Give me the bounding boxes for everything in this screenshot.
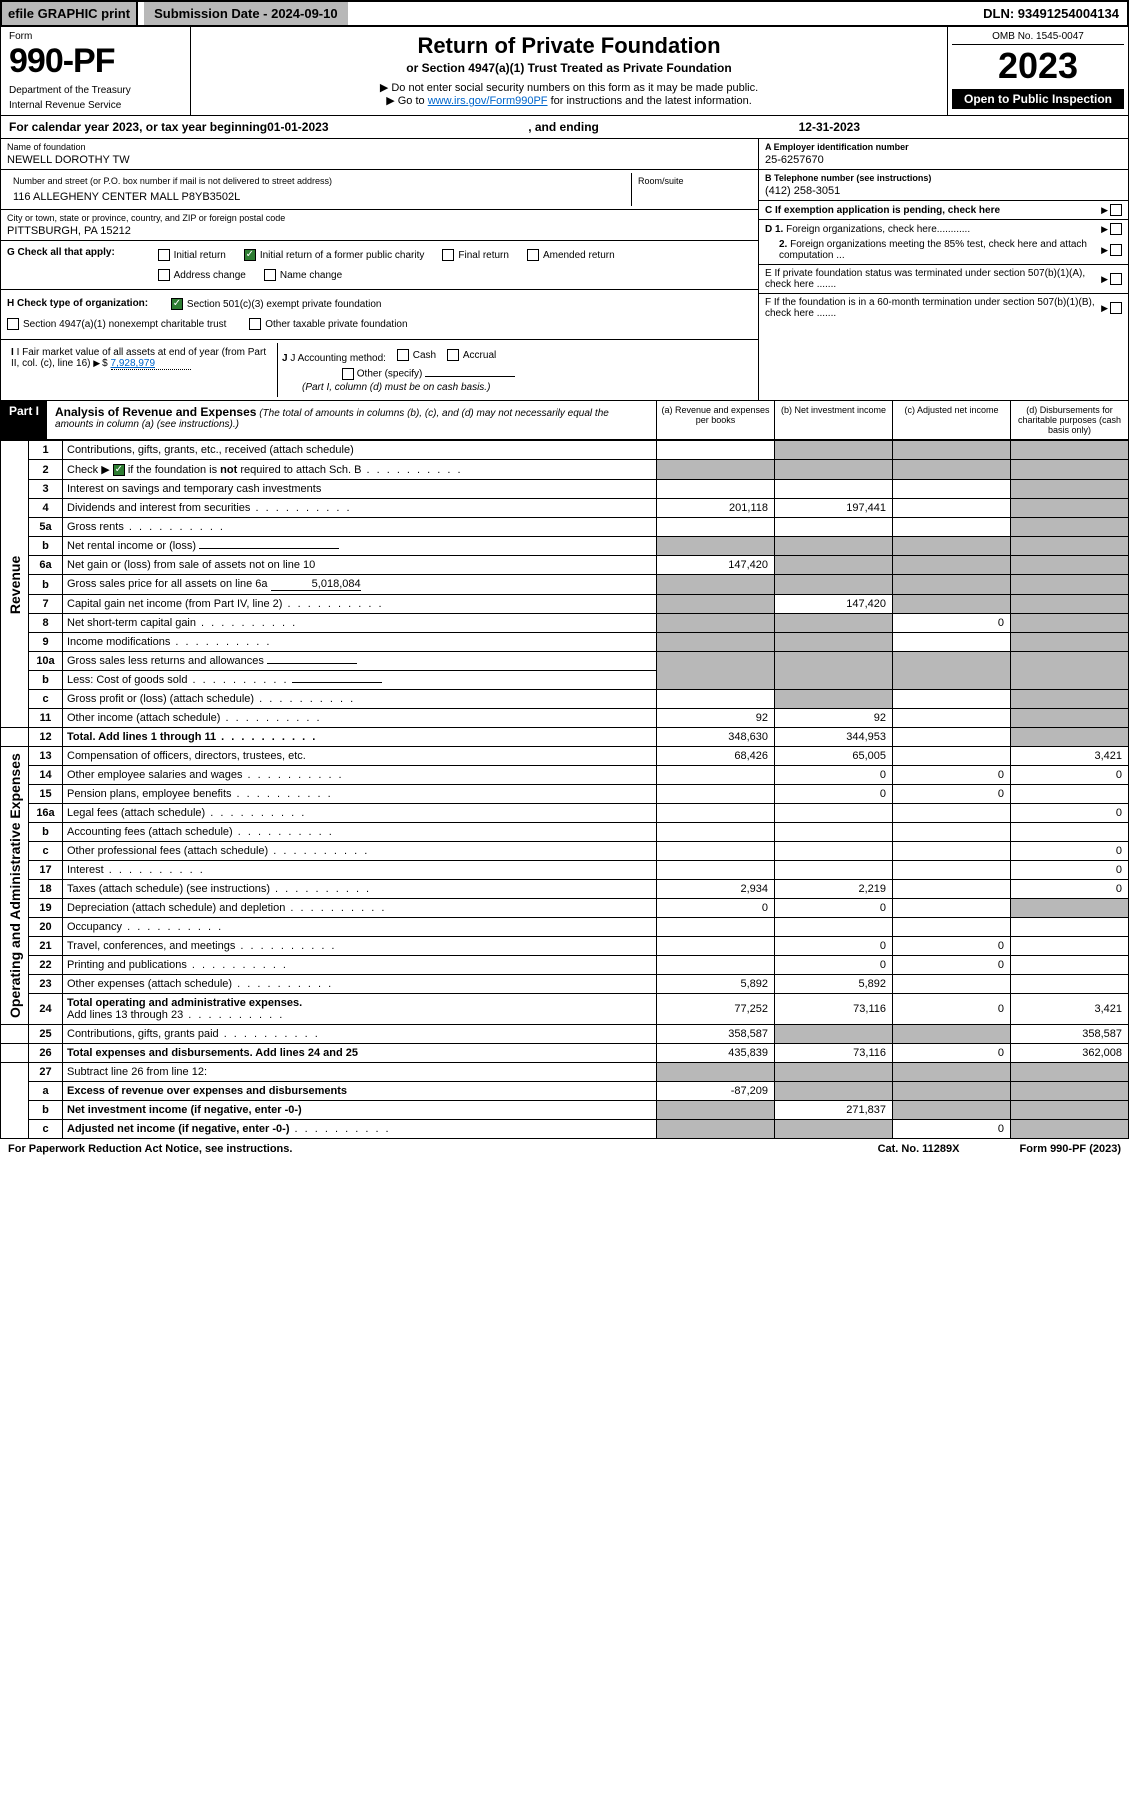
open-inspection: Open to Public Inspection xyxy=(952,89,1124,109)
check-d1[interactable] xyxy=(1110,223,1122,235)
section-g: G Check all that apply: Initial return I… xyxy=(1,241,758,290)
check-accrual[interactable]: Accrual xyxy=(447,347,496,363)
check-f[interactable] xyxy=(1110,302,1122,314)
city-cell: City or town, state or province, country… xyxy=(1,210,758,241)
form-footer-id: Form 990-PF (2023) xyxy=(1020,1143,1122,1155)
col-c-header: (c) Adjusted net income xyxy=(892,401,1010,439)
check-initial-former[interactable]: Initial return of a former public charit… xyxy=(244,247,425,263)
submission-date: Submission Date - 2024-09-10 xyxy=(144,2,348,25)
room-suite: Room/suite xyxy=(632,173,752,206)
form-id-block: Form 990-PF Department of the Treasury I… xyxy=(1,27,191,115)
col-b-header: (b) Net investment income xyxy=(774,401,892,439)
year-begin: 01-01-2023 xyxy=(267,120,328,134)
tax-year: 2023 xyxy=(952,45,1124,87)
check-4947a1[interactable]: Section 4947(a)(1) nonexempt charitable … xyxy=(7,316,226,332)
street-address: 116 ALLEGHENY CENTER MALL P8YB3502L xyxy=(7,191,631,206)
fmv-link[interactable]: 7,928,979 xyxy=(111,358,191,370)
check-sch-b[interactable] xyxy=(113,464,125,476)
section-d: D 1. D 1. Foreign organizations, check h… xyxy=(759,220,1128,265)
section-f: F If the foundation is in a 60-month ter… xyxy=(759,294,1128,322)
dept-treasury: Department of the Treasury xyxy=(9,85,182,96)
foundation-name-cell: Name of foundation NEWELL DOROTHY TW xyxy=(1,139,758,170)
part1-header: Part I Analysis of Revenue and Expenses … xyxy=(0,401,1129,440)
check-cash[interactable]: Cash xyxy=(397,347,436,363)
irs-link[interactable]: www.irs.gov/Form990PF xyxy=(428,95,548,107)
part1-table: Revenue 1Contributions, gifts, grants, e… xyxy=(0,440,1129,1139)
check-d2[interactable] xyxy=(1110,244,1122,256)
check-amended[interactable]: Amended return xyxy=(527,247,615,263)
revenue-side-label: Revenue xyxy=(1,441,29,728)
cat-number: Cat. No. 11289X xyxy=(878,1143,960,1155)
form-title-block: Return of Private Foundation or Section … xyxy=(191,27,948,115)
check-final-return[interactable]: Final return xyxy=(442,247,509,263)
check-other-method[interactable] xyxy=(342,368,354,380)
link-note: ▶ Go to www.irs.gov/Form990PF for instru… xyxy=(203,94,935,107)
col-d-header: (d) Disbursements for charitable purpose… xyxy=(1010,401,1128,439)
check-exemption-pending[interactable] xyxy=(1110,204,1122,216)
col-a-header: (a) Revenue and expenses per books xyxy=(656,401,774,439)
form-label: Form xyxy=(9,31,182,42)
check-other-taxable[interactable]: Other taxable private foundation xyxy=(249,316,407,332)
form-subtitle: or Section 4947(a)(1) Trust Treated as P… xyxy=(203,61,935,75)
section-c: C If exemption application is pending, c… xyxy=(759,201,1128,220)
section-e: E If private foundation status was termi… xyxy=(759,265,1128,294)
ssn-note: ▶ Do not enter social security numbers o… xyxy=(203,81,935,94)
city-state-zip: PITTSBURGH, PA 15212 xyxy=(7,225,752,237)
year-end: 12-31-2023 xyxy=(799,120,860,134)
dept-irs: Internal Revenue Service xyxy=(9,100,182,111)
ein: 25-6257670 xyxy=(765,154,1122,166)
efile-label: efile GRAPHIC print xyxy=(2,2,138,25)
omb-number: OMB No. 1545-0047 xyxy=(952,31,1124,45)
check-address-change[interactable]: Address change xyxy=(158,267,246,283)
form-number: 990-PF xyxy=(9,42,182,81)
section-i-j: I I Fair market value of all assets at e… xyxy=(1,340,758,400)
form-title: Return of Private Foundation xyxy=(203,33,935,59)
part1-label: Part I xyxy=(1,401,47,439)
street-cell: Number and street (or P.O. box number if… xyxy=(7,173,632,206)
page-footer: For Paperwork Reduction Act Notice, see … xyxy=(0,1139,1129,1159)
year-block: OMB No. 1545-0047 2023 Open to Public In… xyxy=(948,27,1128,115)
form-header: Form 990-PF Department of the Treasury I… xyxy=(0,27,1129,116)
paperwork-notice: For Paperwork Reduction Act Notice, see … xyxy=(8,1143,292,1155)
section-h: H Check type of organization: Section 50… xyxy=(1,290,758,340)
dln: DLN: 93491254004134 xyxy=(975,2,1127,25)
phone-cell: B Telephone number (see instructions) (4… xyxy=(759,170,1128,201)
calendar-year-row: For calendar year 2023, or tax year begi… xyxy=(0,116,1129,139)
expenses-side-label: Operating and Administrative Expenses xyxy=(1,747,29,1025)
entity-info: Name of foundation NEWELL DOROTHY TW Num… xyxy=(0,139,1129,401)
ein-cell: A Employer identification number 25-6257… xyxy=(759,139,1128,170)
check-501c3[interactable]: Section 501(c)(3) exempt private foundat… xyxy=(171,296,382,312)
check-initial-return[interactable]: Initial return xyxy=(158,247,226,263)
check-name-change[interactable]: Name change xyxy=(264,267,342,283)
foundation-name: NEWELL DOROTHY TW xyxy=(7,154,752,166)
top-bar: efile GRAPHIC print Submission Date - 20… xyxy=(0,0,1129,27)
check-e[interactable] xyxy=(1110,273,1122,285)
phone: (412) 258-3051 xyxy=(765,185,1122,197)
